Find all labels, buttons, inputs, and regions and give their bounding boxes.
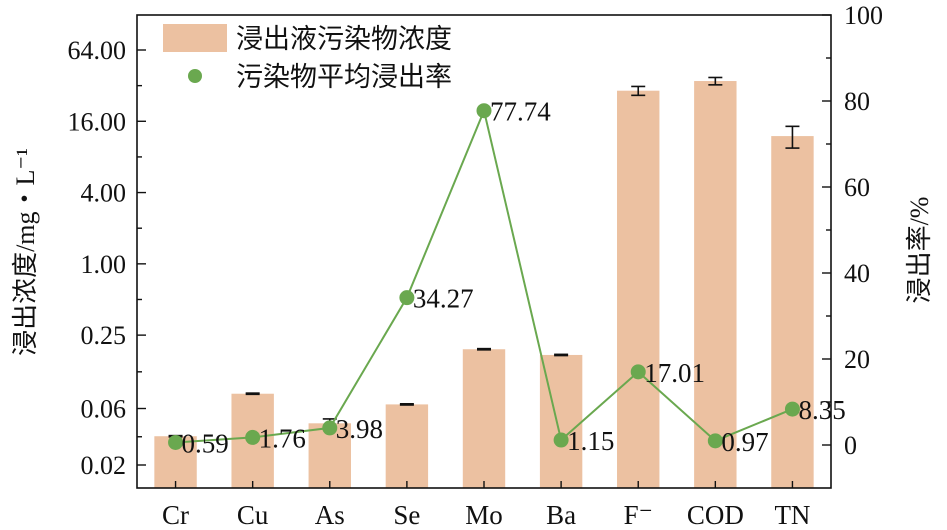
rate-point-5 [553, 432, 569, 448]
bar-6 [617, 90, 660, 489]
bar-4 [462, 349, 506, 488]
bar-7 [694, 81, 737, 488]
rate-point-3 [399, 290, 415, 306]
rate-point-0 [168, 434, 184, 450]
x-tick-label-5: Ba [546, 500, 576, 530]
legend-bar-swatch [163, 24, 227, 52]
rate-label-6: 17.01 [644, 358, 705, 388]
legend: 浸出液污染物浓度 污染物平均浸出率 [163, 24, 452, 92]
right-tick-label-1: 20 [844, 345, 870, 374]
rate-point-2 [322, 420, 338, 436]
left-tick-label-1: 0.06 [81, 395, 127, 424]
rate-label-7: 0.97 [721, 427, 768, 457]
right-axis-label: 浸出率/% [905, 197, 934, 304]
rate-points-layer [168, 103, 800, 450]
right-axis-ticks: 0 20 40 60 80 100 [822, 1, 883, 460]
legend-line-label: 污染物平均浸出率 [236, 62, 452, 92]
rate-label-2: 3.98 [336, 414, 383, 444]
left-tick-label-0: 0.02 [81, 451, 127, 480]
rate-point-6 [630, 364, 646, 380]
left-axis-ticks: 0.02 0.06 0.25 1.00 4.00 16.00 64.00 [68, 36, 146, 480]
x-tick-label-6: F⁻ [624, 500, 653, 530]
x-tick-label-3: Se [393, 500, 420, 530]
right-tick-label-4: 80 [844, 87, 870, 116]
rate-labels-layer: 0.59 1.76 3.98 34.27 77.74 1.15 17.01 0.97 8.35 [182, 97, 846, 459]
left-tick-label-3: 1.00 [81, 250, 127, 279]
left-tick-label-5: 16.00 [68, 107, 127, 136]
rate-point-8 [784, 401, 800, 417]
x-tick-label-0: Cr [162, 500, 189, 530]
rate-label-0: 0.59 [182, 428, 229, 458]
legend-line-marker [188, 69, 202, 83]
left-tick-label-2: 0.25 [81, 321, 127, 350]
x-tick-label-2: As [315, 500, 345, 530]
right-tick-label-5: 100 [844, 1, 883, 30]
rate-label-5: 1.15 [567, 426, 614, 456]
right-tick-label-3: 60 [844, 173, 870, 202]
right-tick-label-2: 40 [844, 259, 870, 288]
rate-label-3: 34.27 [413, 284, 474, 314]
rate-label-4: 77.74 [490, 97, 551, 127]
x-tick-label-4: Mo [465, 500, 503, 530]
left-tick-label-6: 64.00 [68, 36, 127, 65]
rate-point-7 [707, 433, 723, 449]
rate-point-4 [476, 103, 492, 119]
x-tick-label-7: COD [687, 500, 744, 530]
right-tick-label-0: 0 [844, 431, 857, 460]
x-tick-label-1: Cu [237, 500, 269, 530]
bars-layer [154, 81, 814, 489]
bar-3 [385, 404, 429, 488]
rate-label-8: 8.35 [798, 395, 845, 425]
bar-8 [771, 136, 814, 488]
left-axis-label: 浸出浓度/mg・L⁻¹ [11, 148, 40, 356]
x-axis-ticks: Cr Cu As Se Mo Ba F⁻ COD TN [162, 481, 810, 530]
rate-label-1: 1.76 [259, 423, 306, 453]
legend-bar-label: 浸出液污染物浓度 [236, 24, 452, 54]
rate-point-1 [245, 429, 261, 445]
x-tick-label-8: TN [774, 500, 810, 530]
left-tick-label-4: 4.00 [81, 179, 127, 208]
